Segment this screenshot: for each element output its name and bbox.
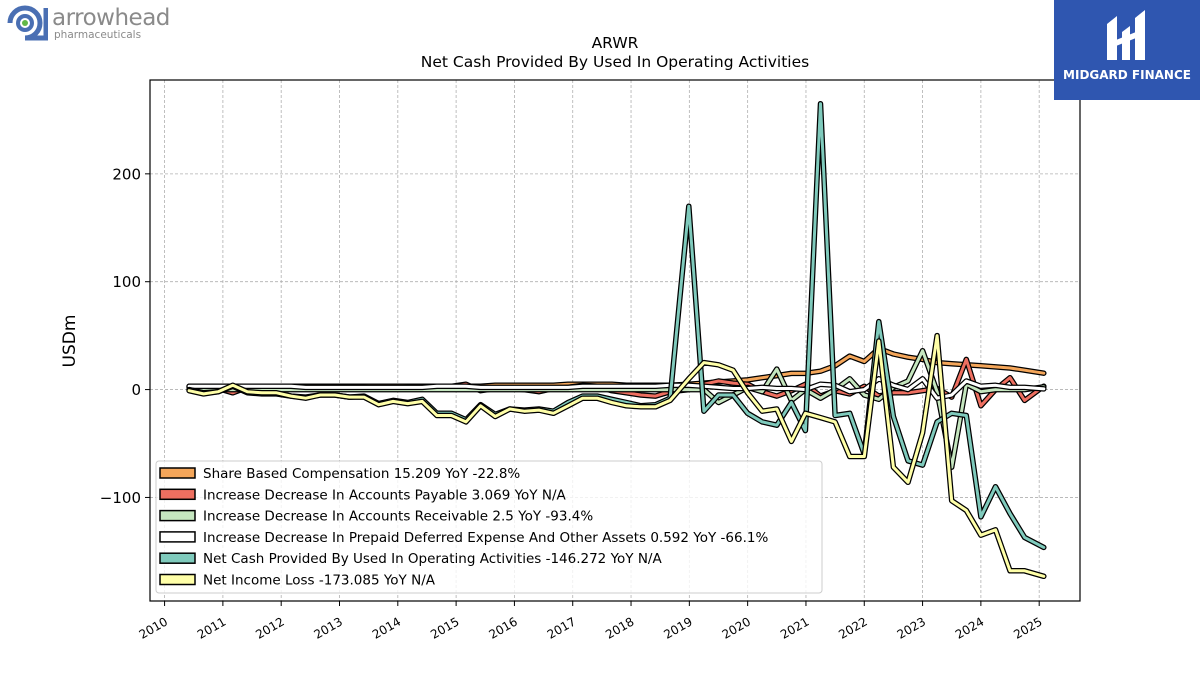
x-tick-label: 2012 (253, 614, 286, 641)
logo-brand-name: MIDGARD FINANCE (1063, 68, 1191, 82)
y-tick-label: 100 (112, 273, 141, 291)
series-line-increase-decrease-in-prepaid-deferred-expense-and-other-assets (187, 377, 1046, 400)
y-tick-label: 0 (131, 381, 141, 399)
x-tick-label: 2015 (428, 614, 461, 641)
legend-swatch (159, 552, 196, 564)
legend-label: Increase Decrease In Accounts Payable 3.… (203, 487, 566, 503)
x-tick-label: 2017 (545, 614, 578, 641)
legend-box (155, 460, 823, 594)
x-tick-label: 2021 (778, 614, 811, 641)
legend-label: Increase Decrease In Accounts Receivable… (203, 509, 593, 525)
x-tick-label: 2016 (486, 614, 519, 641)
y-tick-label: 200 (112, 165, 141, 183)
x-tick-label: 2010 (137, 614, 170, 641)
x-tick-label: 2023 (895, 614, 928, 641)
x-tick-label: 2014 (370, 614, 403, 641)
x-tick-label: 2025 (1011, 614, 1044, 641)
legend-label: Increase Decrease In Prepaid Deferred Ex… (203, 530, 768, 546)
x-tick-label: 2018 (603, 614, 636, 641)
logo-name: arrowhead (52, 5, 170, 31)
x-tick-label: 2020 (720, 614, 753, 641)
y-axis-label: USDm (60, 315, 80, 368)
arrowhead-logo: arrowhead pharmaceuticals (6, 4, 196, 44)
arrowhead-mark-icon (7, 5, 48, 41)
x-tick-label: 2024 (953, 614, 986, 641)
logo-subtitle: pharmaceuticals (54, 29, 142, 41)
legend-label: Share Based Compensation 15.209 YoY -22.… (203, 466, 520, 482)
x-tick-label: 2013 (312, 614, 345, 641)
chart-subtitle: Net Cash Provided By Used In Operating A… (421, 53, 809, 71)
chart-title: ARWR (592, 34, 639, 52)
legend-swatch (159, 531, 196, 543)
legend-swatch (159, 573, 196, 586)
x-tick-label: 2022 (836, 614, 869, 641)
legend-swatch (159, 509, 196, 522)
legend: Share Based Compensation 15.209 YoY -22.… (155, 460, 823, 594)
x-tick-label: 2011 (195, 614, 228, 641)
legend-label: Net Income Loss -173.085 YoY N/A (203, 573, 436, 589)
y-tick-label: −100 (100, 489, 141, 507)
legend-label: Net Cash Provided By Used In Operating A… (203, 551, 662, 567)
series-lines (186, 100, 1047, 580)
series-line-net-income-loss (187, 334, 1046, 578)
midgard-mark-icon (1107, 10, 1145, 60)
legend-swatch (159, 467, 196, 479)
legend-swatch (159, 488, 196, 501)
x-tick-label: 2019 (661, 614, 694, 641)
midgard-finance-logo: MIDGARD FINANCE (1054, 0, 1200, 100)
plot-frame (149, 79, 1081, 602)
